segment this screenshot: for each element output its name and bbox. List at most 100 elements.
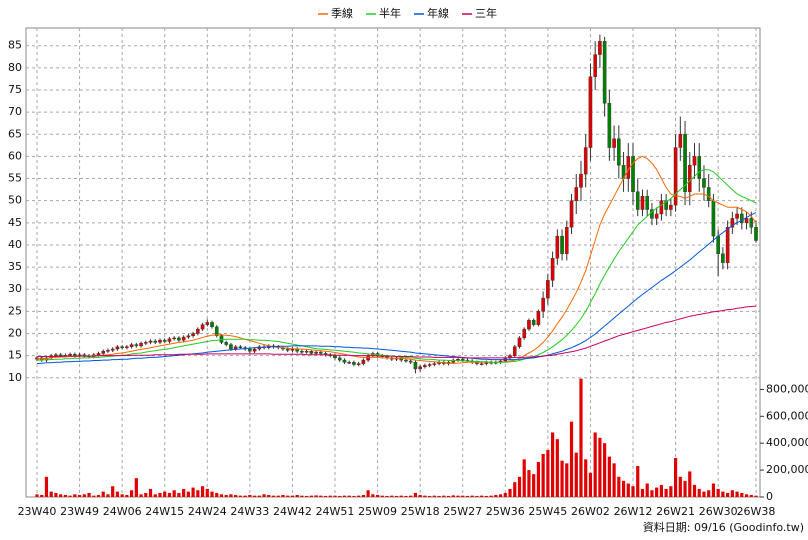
y2-tick-label: 400,000 [766, 436, 808, 449]
volume-bar [730, 490, 734, 497]
volume-bar [522, 459, 526, 497]
volume-bar [271, 495, 276, 497]
volume-bar [276, 495, 280, 497]
volume-bar [503, 492, 507, 497]
volume-bar [319, 495, 323, 497]
volume-bar [111, 486, 115, 497]
volume-bar [229, 494, 233, 497]
volume-bar [163, 491, 167, 497]
volume-bar [574, 452, 578, 497]
y-tick-label: 15 [8, 349, 22, 362]
volume-bar [437, 495, 441, 497]
candle-body [219, 335, 224, 343]
volume-bar [645, 483, 649, 497]
volume-bar [461, 495, 465, 497]
candle-body [106, 350, 110, 352]
volume-bar [456, 495, 460, 497]
y-tick-label: 80 [8, 61, 22, 74]
volume-bar [49, 491, 53, 497]
candle-body [200, 324, 205, 330]
y-tick-label: 50 [8, 194, 22, 207]
candle-body [730, 218, 735, 228]
volume-bar [134, 478, 138, 497]
candle-body [635, 191, 640, 210]
candle-body [115, 346, 120, 350]
volume-bar [697, 488, 701, 497]
candle-body [196, 328, 200, 334]
volume-bar [139, 494, 143, 497]
y-tick-label: 45 [8, 216, 22, 229]
candle-body [73, 354, 77, 356]
volume-bar [68, 495, 72, 497]
candle-body [342, 359, 347, 363]
volume-bar [200, 486, 205, 497]
volume-bar [569, 421, 574, 497]
volume-bar [191, 487, 195, 497]
candle-body [512, 346, 517, 356]
volume-bar [295, 494, 299, 497]
candle-body [110, 348, 115, 351]
volume-bar [267, 494, 271, 497]
volume-bar [399, 495, 403, 497]
volume-bar [702, 491, 706, 497]
y-tick-label: 25 [8, 304, 22, 317]
y-tick-label: 35 [8, 260, 22, 273]
volume-bar [428, 495, 432, 497]
candle-body [654, 213, 659, 219]
volume-bar [390, 495, 394, 497]
candle-body [238, 346, 243, 348]
volume-bar [664, 488, 668, 497]
volume-bar [465, 495, 470, 497]
candle-body [68, 354, 72, 356]
volume-bar [172, 490, 176, 497]
volume-bar [342, 495, 347, 497]
volume-bar [683, 480, 687, 497]
volume-bar [219, 494, 224, 497]
candle-body [659, 200, 664, 215]
x-tick-label: 23W40 [18, 505, 57, 518]
volume-bar [106, 494, 110, 497]
candle-body [427, 364, 432, 366]
volume-bar [536, 462, 541, 497]
volume-bar [385, 495, 389, 497]
candle-body [181, 336, 186, 341]
candle-body [134, 344, 139, 347]
candle-body [749, 218, 754, 228]
volume-bar [451, 495, 455, 497]
candle-body [252, 348, 257, 352]
volume-bar [63, 494, 67, 497]
y-tick-label: 65 [8, 127, 22, 140]
x-tick-label: 25W18 [401, 505, 440, 518]
candle-body [517, 337, 522, 347]
volume-bar [498, 494, 503, 497]
candle-body [711, 200, 716, 237]
volume-bar [754, 495, 758, 497]
candle-body [546, 280, 550, 299]
legend-label: 年線 [427, 6, 449, 20]
volume-bar [550, 432, 555, 497]
legend-label: 半年 [379, 6, 401, 20]
volume-bar [338, 495, 342, 497]
candle-body [612, 138, 616, 148]
candle-body [744, 218, 749, 224]
x-tick-label: 24W33 [230, 505, 269, 518]
volume-bar [305, 495, 309, 497]
volume-bar [598, 437, 602, 497]
volume-bar [333, 495, 337, 497]
candle-body [229, 344, 233, 350]
candle-body [125, 346, 129, 348]
volume-bar [673, 458, 678, 497]
legend-label: 季線 [331, 6, 353, 20]
x-tick-label: 26W21 [656, 505, 695, 518]
y-tick-label: 85 [8, 39, 22, 52]
volume-bar [409, 495, 413, 497]
volume-bar [115, 491, 120, 497]
x-tick-label: 26W30 [699, 505, 738, 518]
volume-bar [82, 494, 86, 497]
volume-bar [328, 495, 332, 497]
y2-tick-label: 600,000 [766, 409, 808, 422]
candle-body [285, 348, 290, 351]
candle-body [669, 204, 673, 210]
candle-body [740, 213, 744, 224]
volume-bar [626, 483, 630, 497]
